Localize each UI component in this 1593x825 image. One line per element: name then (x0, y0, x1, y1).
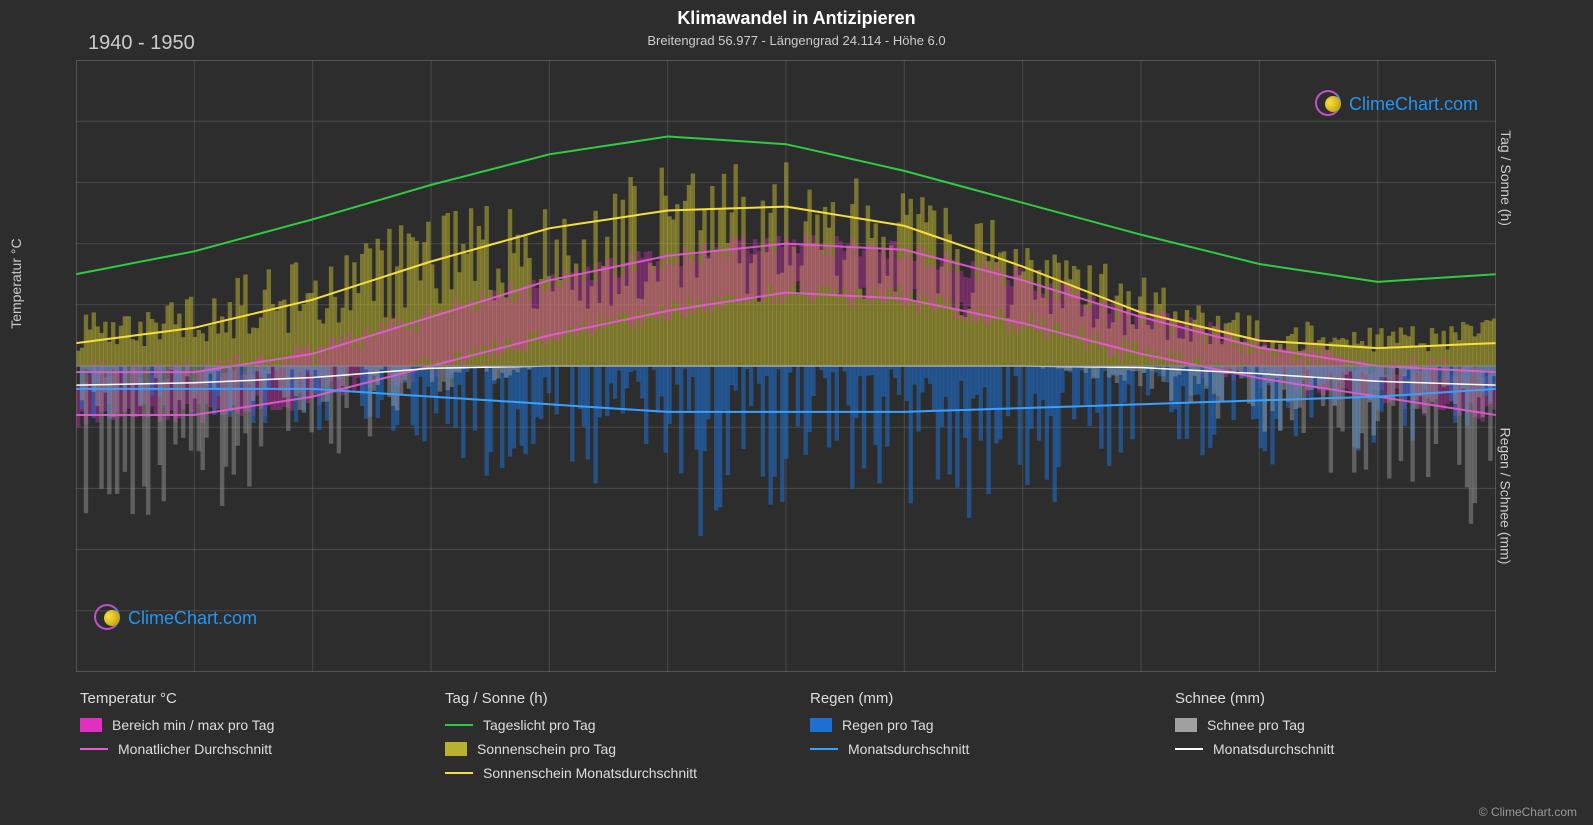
legend-label: Schnee pro Tag (1207, 717, 1305, 733)
chart-title: Klimawandel in Antizipieren (0, 0, 1593, 29)
legend-label: Tageslicht pro Tag (483, 717, 596, 733)
legend: Temperatur °C Bereich min / max pro Tag M… (80, 690, 1500, 789)
legend-item: Regen pro Tag (810, 717, 1135, 733)
legend-label: Sonnenschein Monatsdurchschnitt (483, 765, 697, 781)
legend-header: Temperatur °C (80, 690, 405, 707)
legend-swatch (810, 718, 832, 732)
legend-item: Monatsdurchschnitt (1175, 741, 1500, 757)
legend-swatch (810, 748, 838, 750)
legend-swatch (445, 724, 473, 726)
legend-swatch (80, 748, 108, 750)
logo-icon (94, 604, 122, 632)
y-axis-right-bottom-label: Regen / Schnee (mm) (1498, 428, 1514, 565)
legend-item: Schnee pro Tag (1175, 717, 1500, 733)
legend-swatch (445, 742, 467, 756)
y-axis-left-label: Temperatur °C (8, 238, 24, 328)
chart-area: -50-40-30-20-100102030405006121824010203… (76, 60, 1496, 672)
legend-item: Sonnenschein Monatsdurchschnitt (445, 765, 770, 781)
legend-col-sun: Tag / Sonne (h) Tageslicht pro Tag Sonnen… (445, 690, 770, 789)
legend-item: Monatsdurchschnitt (810, 741, 1135, 757)
logo-text: ClimeChart.com (1349, 94, 1478, 115)
logo-icon (1315, 90, 1343, 118)
legend-label: Regen pro Tag (842, 717, 934, 733)
logo-bottom: ClimeChart.com (94, 604, 257, 632)
credit: © ClimeChart.com (1479, 805, 1577, 819)
chart-subtitle: Breitengrad 56.977 - Längengrad 24.114 -… (0, 29, 1593, 48)
y-axis-right-top-label: Tag / Sonne (h) (1498, 130, 1514, 226)
legend-col-rain: Regen (mm) Regen pro Tag Monatsdurchschni… (810, 690, 1135, 789)
legend-swatch (80, 718, 102, 732)
legend-header: Schnee (mm) (1175, 690, 1500, 707)
legend-label: Monatlicher Durchschnitt (118, 741, 272, 757)
chart-svg: -50-40-30-20-100102030405006121824010203… (76, 60, 1496, 672)
legend-item: Sonnenschein pro Tag (445, 741, 770, 757)
legend-label: Monatsdurchschnitt (1213, 741, 1334, 757)
period-label: 1940 - 1950 (88, 32, 195, 55)
logo-text: ClimeChart.com (128, 608, 257, 629)
legend-item: Bereich min / max pro Tag (80, 717, 405, 733)
logo-top: ClimeChart.com (1315, 90, 1478, 118)
legend-swatch (445, 772, 473, 774)
legend-col-snow: Schnee (mm) Schnee pro Tag Monatsdurchsch… (1175, 690, 1500, 789)
legend-swatch (1175, 748, 1203, 750)
legend-item: Monatlicher Durchschnitt (80, 741, 405, 757)
legend-label: Sonnenschein pro Tag (477, 741, 616, 757)
legend-swatch (1175, 718, 1197, 732)
legend-col-temp: Temperatur °C Bereich min / max pro Tag M… (80, 690, 405, 789)
legend-label: Monatsdurchschnitt (848, 741, 969, 757)
legend-item: Tageslicht pro Tag (445, 717, 770, 733)
legend-header: Regen (mm) (810, 690, 1135, 707)
legend-label: Bereich min / max pro Tag (112, 717, 274, 733)
legend-header: Tag / Sonne (h) (445, 690, 770, 707)
